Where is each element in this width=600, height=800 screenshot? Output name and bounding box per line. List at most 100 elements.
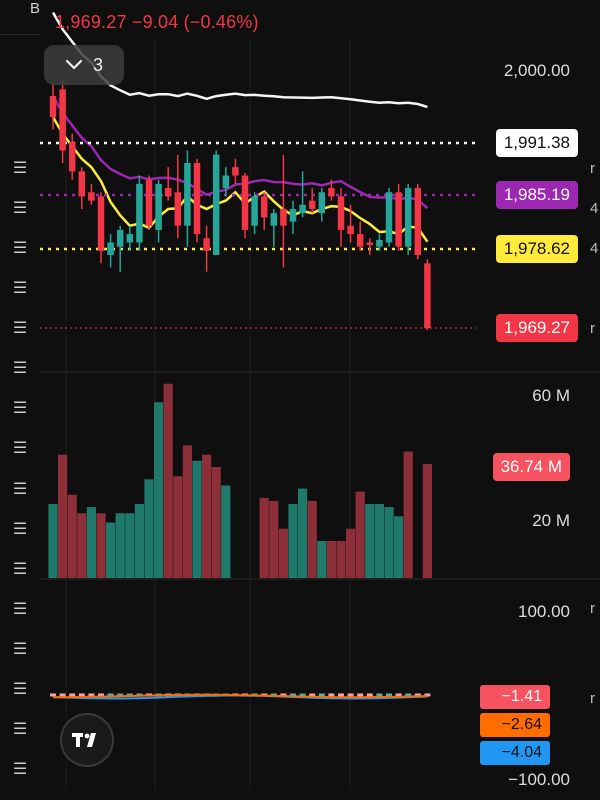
volume-bar [221,485,231,578]
volume-bar [288,504,298,578]
candle-body [184,162,191,226]
volume-bar [192,460,202,578]
price-marker-white: 1,991.38 [495,129,578,157]
candle-body [78,171,86,197]
moving-average-white-line [51,11,428,109]
tradingview-logo-button[interactable] [60,713,114,767]
clipped-axis-glyph: 4 [590,240,599,257]
volume-bar [86,507,96,578]
hamburger-icon[interactable]: ☰ [12,521,28,538]
hamburger-icon[interactable]: ☰ [12,160,28,177]
volume-bar [202,454,212,578]
candle-body [203,238,210,251]
macd-histogram-bar [98,693,104,697]
hamburger-icon[interactable]: ☰ [12,400,28,417]
hamburger-icon[interactable]: ☰ [12,761,28,778]
hamburger-icon[interactable]: ☰ [12,481,28,498]
volume-bar [154,402,164,578]
macd-histogram-bar [338,693,344,697]
candle-body [222,175,230,189]
macd-histogram-bar [395,693,402,697]
candle-body [59,89,66,151]
candle-body [174,192,182,226]
candle-body [155,183,162,230]
hamburger-icon[interactable]: ☰ [12,641,28,658]
candle-body [385,192,393,243]
volume-series [48,383,432,578]
volume-bar [259,497,269,578]
macd-histogram-bar [117,693,124,697]
macd-histogram-bar [50,693,56,697]
volume-bar [96,513,106,578]
volume-bar [269,500,279,578]
rail-divider [0,34,40,35]
vertical-grid [65,40,351,790]
candle-body [97,196,105,251]
candle-body [88,192,95,201]
indicator-count: 3 [92,54,103,75]
macd-histogram-bar [59,693,66,697]
candle-body [395,192,402,247]
macd-series [50,693,431,700]
candle-body [328,188,335,197]
candle-body [366,242,374,245]
macd-histogram-bar [78,693,85,697]
candle-body [116,229,124,247]
candle-body [337,196,345,230]
clipped-axis-glyph: r [590,320,595,337]
hamburger-icon[interactable]: ☰ [12,360,28,377]
volume-bar [48,504,58,578]
candle-body [347,225,354,235]
candle-body [212,154,220,255]
indicator-axis-label: −100.00 [508,770,570,789]
volume-bar [384,507,394,578]
candle-body [414,188,422,255]
hamburger-icon[interactable]: ☰ [12,561,28,578]
volume-axis-label: 60 M [532,386,570,405]
candle-body [280,208,287,226]
candle-body [193,162,201,235]
volume-bar [326,541,336,578]
hamburger-icon[interactable]: ☰ [12,280,28,297]
tradingview-logo-icon [72,733,96,747]
clipped-axis-glyph: 4 [590,200,599,217]
volume-bar [125,513,135,578]
candle-body [424,263,431,328]
hamburger-icon[interactable]: ☰ [12,681,28,698]
candle-body [260,196,268,218]
macd-histogram-bar [88,693,95,697]
volume-bar [355,491,365,578]
price-marker-yellow: 1,978.62 [495,235,578,263]
hamburger-icon[interactable]: ☰ [12,240,28,257]
candle-body [299,204,306,214]
candle-body [107,242,114,255]
macd-histogram-bar [414,693,421,697]
macd-value-marker: −4.04 [480,741,550,765]
candle-body [404,188,412,247]
volume-bar [422,463,432,578]
hamburger-icon[interactable]: ☰ [12,320,28,337]
volume-axis-label: 20 M [532,511,570,530]
moving-average-purple-line [51,95,429,210]
candle-body [136,183,143,243]
clipped-axis-glyph: r [590,600,595,617]
volume-bar [115,513,125,578]
candle-body [251,196,258,226]
candle-body [308,200,316,209]
candlestick-series [49,79,431,331]
signal-value-marker: −2.64 [480,713,550,737]
pane-menu-rail: ☰ ☰ ☰ ☰ ☰ ☰ ☰ ☰ ☰ ☰ ☰ ☰ ☰ ☰ ☰ ☰ [0,0,40,800]
macd-histogram-bar [107,693,114,697]
chevron-down-icon [65,59,83,70]
hamburger-icon[interactable]: ☰ [12,601,28,618]
price-marker-purple: 1,985.19 [495,181,578,209]
price-axis-label: 2,000.00 [503,61,570,80]
volume-bar [403,451,413,578]
hamburger-icon[interactable]: ☰ [12,440,28,457]
volume-bar [134,504,144,578]
indicators-collapse-button[interactable]: 3 [44,45,124,85]
hamburger-icon[interactable]: ☰ [12,721,28,738]
volume-bar [67,494,77,578]
hamburger-icon[interactable]: ☰ [12,200,28,217]
